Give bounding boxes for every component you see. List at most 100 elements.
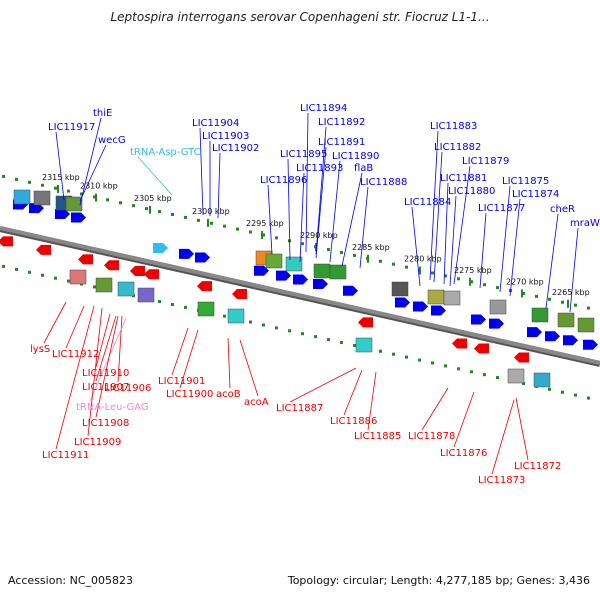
label-leader <box>545 213 559 309</box>
track-dot <box>15 177 18 181</box>
label-leader <box>315 146 327 259</box>
gene-arrow-forward <box>55 208 70 219</box>
gene-label-forward: LIC11894 <box>300 103 347 114</box>
track-dot <box>561 300 564 304</box>
scale-label: 2300 kbp <box>192 207 230 216</box>
track-dot <box>223 314 226 318</box>
gene-label-reverse: LIC11907 <box>82 382 129 393</box>
gene-label-forward: LIC11893 <box>296 163 343 174</box>
gene-label-reverse: LIC11901 <box>158 376 205 387</box>
gene-label-forward: LIC11875 <box>502 176 549 187</box>
label-leader <box>171 327 189 376</box>
gene-block <box>507 368 525 384</box>
gene-label-reverse: LIC11887 <box>276 403 323 414</box>
gene-block <box>137 287 155 303</box>
label-leader <box>479 212 487 289</box>
label-leader <box>43 301 67 344</box>
label-leader <box>95 313 111 368</box>
gene-arrow-reverse <box>0 236 13 247</box>
track-dot <box>2 264 5 268</box>
track-dot <box>106 198 109 202</box>
topology-label: Topology: circular; Length: 4,277,185 bp… <box>287 574 590 587</box>
track-dot <box>41 273 44 277</box>
track-dot <box>587 396 590 400</box>
track-dot <box>470 280 473 284</box>
label-leader <box>491 399 515 475</box>
label-leader <box>499 185 511 293</box>
track-dot <box>93 195 96 199</box>
gene-label-forward: LIC11896 <box>260 175 307 186</box>
track-dot <box>301 332 304 336</box>
scale-label: 2305 kbp <box>134 194 172 203</box>
gene-label-forward: LIC11904 <box>192 118 239 129</box>
gene-block <box>313 263 331 279</box>
gene-label-forward: LIC11883 <box>430 121 477 132</box>
track-dot <box>210 221 213 225</box>
gene-block <box>533 372 551 388</box>
track-dot <box>184 215 187 219</box>
label-leader <box>443 182 449 285</box>
label-leader <box>287 158 291 261</box>
gene-label-reverse: acoA <box>244 397 269 408</box>
gene-label-reverse: LIC11886 <box>330 416 377 427</box>
track-dot <box>522 381 525 385</box>
gene-label-forward: flaB <box>354 163 373 174</box>
gene-label-forward: LIC11895 <box>280 149 327 160</box>
gene-arrow-reverse <box>452 338 467 349</box>
gene-arrow-forward <box>489 318 504 329</box>
accession-label: Accession: NC_005823 <box>8 574 134 587</box>
label-leader <box>341 172 363 267</box>
gene-label-reverse: LIC11885 <box>354 431 401 442</box>
track-dot <box>158 300 161 304</box>
gene-label-reverse: LIC11912 <box>52 349 99 360</box>
gene-arrow-reverse <box>130 266 145 277</box>
gene-arrow-forward <box>583 339 598 350</box>
gene-label-forward: cheR <box>550 204 575 215</box>
gene-arrow-reverse <box>104 260 119 271</box>
label-leader <box>509 198 521 297</box>
gene-label-forward: LIC11880 <box>448 186 495 197</box>
gene-arrow-forward <box>71 212 86 223</box>
track-dot <box>483 283 486 287</box>
scale-label: 2310 kbp <box>80 182 118 191</box>
gene-arrow-forward <box>153 243 168 253</box>
gene-block <box>33 190 51 206</box>
gene-label-forward: LIC11877 <box>478 203 525 214</box>
track-dot <box>54 186 57 190</box>
gene-arrow-forward <box>431 305 446 316</box>
label-leader <box>217 152 221 219</box>
gene-label-reverse: LIC11873 <box>478 475 525 486</box>
label-leader <box>569 227 579 313</box>
label-leader <box>329 160 341 263</box>
gene-arrow-forward <box>471 314 486 325</box>
track-dot <box>457 367 460 371</box>
track-dot <box>184 305 187 309</box>
label-leader <box>95 315 117 382</box>
track-dot <box>496 286 499 290</box>
features <box>0 189 598 388</box>
gene-label-reverse: tRNA-Leu-GAG <box>76 402 149 413</box>
gene-label-reverse: LIC11900 <box>166 389 213 400</box>
gene-block <box>577 317 595 333</box>
label-leader <box>433 151 443 283</box>
gene-label-forward: LIC11890 <box>332 151 379 162</box>
gene-label-reverse: LIC11906 <box>104 383 151 394</box>
track-dot <box>158 210 161 214</box>
gene-arrow-forward <box>195 252 210 263</box>
track-dot <box>392 262 395 266</box>
gene-block <box>285 256 303 272</box>
track-dot <box>431 271 434 275</box>
gene-label-forward: LIC11888 <box>360 177 407 188</box>
gene-label-reverse: LIC11876 <box>440 448 487 459</box>
label-leader <box>179 329 199 389</box>
gene-label-forward: LIC11879 <box>462 156 509 167</box>
gene-block <box>557 312 575 328</box>
label-leader <box>411 206 421 287</box>
track-dot <box>535 294 538 298</box>
track-dot <box>171 212 174 216</box>
gene-arrow-forward <box>395 297 410 308</box>
gene-arrow-reverse <box>232 289 247 299</box>
